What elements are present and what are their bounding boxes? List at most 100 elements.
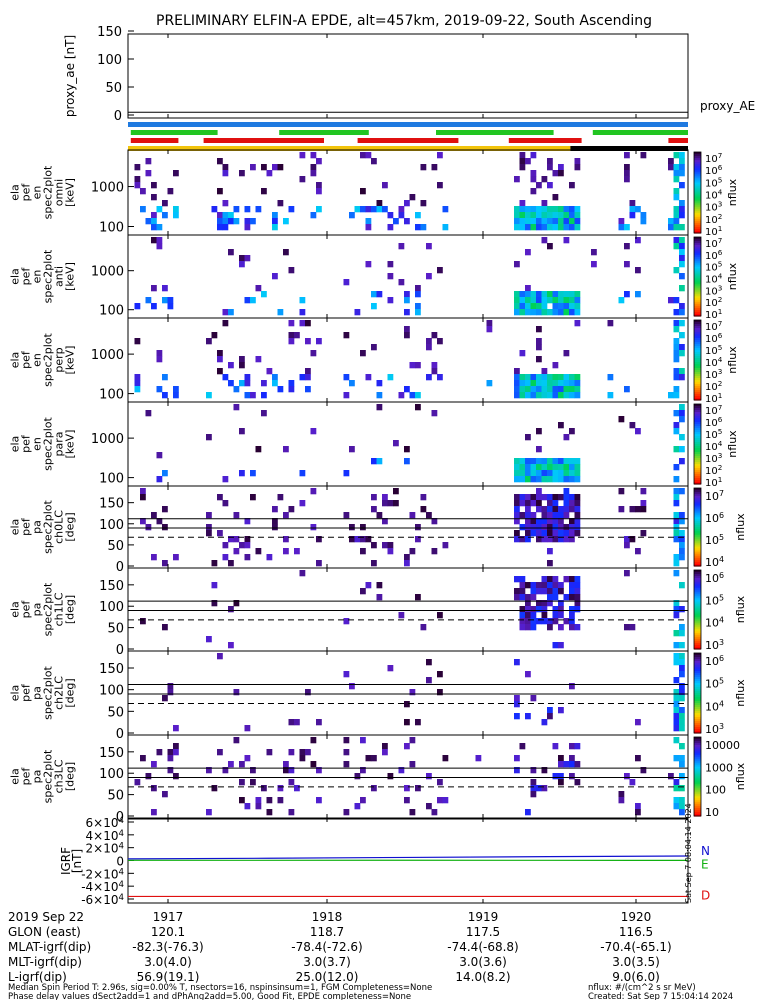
energy-panel-label-line: pef xyxy=(20,350,33,369)
energy-colorbar-segment xyxy=(694,468,701,471)
heatmap-cell xyxy=(558,380,564,387)
heatmap-cell xyxy=(525,536,531,543)
proxy-ae-ytick-label: 50 xyxy=(105,81,122,96)
heatmap-cell xyxy=(679,707,685,714)
heatmap-cell xyxy=(167,755,174,762)
heatmap-cell xyxy=(437,338,443,345)
status-bar-segment xyxy=(128,122,688,127)
heatmap-cell xyxy=(547,164,553,171)
heatmap-cell xyxy=(514,206,520,213)
energy-colorbar-tick: 103 xyxy=(705,451,722,465)
heatmap-cell xyxy=(525,582,531,589)
heatmap-cell xyxy=(563,386,570,393)
heatmap-cell xyxy=(244,224,251,231)
heatmap-cell xyxy=(679,606,685,613)
heatmap-cell xyxy=(629,206,636,213)
energy-colorbar-segment xyxy=(694,354,701,357)
heatmap-cell xyxy=(151,303,157,310)
energy-colorbar-segment xyxy=(694,368,701,371)
heatmap-cell xyxy=(552,773,559,780)
pa-panel-label-line: ela xyxy=(9,768,22,785)
igrf-ytick-label: 4×104 xyxy=(86,829,124,843)
footer-glon-1: 120.1 xyxy=(151,925,185,939)
heatmap-cell xyxy=(536,518,542,525)
heatmap-cell xyxy=(519,536,526,543)
heatmap-cell xyxy=(217,494,223,501)
pa-colorbar-segment xyxy=(694,669,701,672)
heatmap-cell xyxy=(569,182,575,189)
energy-colorbar-segment xyxy=(694,366,701,369)
energy-colorbar-segment xyxy=(694,388,701,391)
energy-colorbar-segment xyxy=(694,462,701,465)
energy-colorbar-segment xyxy=(694,466,701,469)
energy-colorbar-segment xyxy=(694,248,701,252)
heatmap-cell xyxy=(239,356,245,363)
energy-colorbar-segment xyxy=(694,442,701,445)
heatmap-cell xyxy=(288,320,295,327)
heatmap-cell xyxy=(563,303,570,310)
energy-colorbar-segment xyxy=(694,382,701,385)
pa-colorbar-segment xyxy=(694,711,701,714)
heatmap-cell xyxy=(162,624,168,631)
energy-colorbar-segment xyxy=(694,292,701,295)
energy-colorbar-segment xyxy=(694,202,701,206)
heatmap-cell xyxy=(635,428,641,435)
heatmap-cell xyxy=(134,338,141,345)
heatmap-cell xyxy=(288,506,295,513)
energy-colorbar-segment xyxy=(694,446,701,449)
heatmap-cell xyxy=(360,206,366,213)
heatmap-cell xyxy=(519,164,526,171)
footer-time-4: 1920 xyxy=(621,910,652,924)
heatmap-cell xyxy=(365,582,372,589)
heatmap-cell xyxy=(514,386,520,393)
heatmap-cell xyxy=(558,170,564,177)
pa-colorbar-segment xyxy=(694,609,701,613)
heatmap-cell xyxy=(547,536,553,543)
heatmap-cell xyxy=(409,761,416,768)
heatmap-cell xyxy=(415,303,421,310)
heatmap-cell xyxy=(552,606,559,613)
pa-ytick-label: 0 xyxy=(116,560,124,575)
heatmap-cell xyxy=(167,303,174,310)
heatmap-cell xyxy=(607,320,614,327)
heatmap-cell xyxy=(404,446,410,453)
heatmap-cell xyxy=(552,458,559,465)
heatmap-cell xyxy=(679,671,685,678)
heatmap-cell xyxy=(563,594,570,601)
energy-colorbar-segment xyxy=(694,260,701,264)
energy-colorbar-tick: 103 xyxy=(705,200,722,214)
heatmap-cell xyxy=(673,350,680,357)
heatmap-cell xyxy=(574,206,581,213)
heatmap-cell xyxy=(541,476,548,483)
heatmap-cell xyxy=(530,309,537,316)
energy-colorbar-segment xyxy=(694,374,701,377)
heatmap-cell xyxy=(679,303,685,310)
heatmap-cell xyxy=(673,218,680,225)
pa-colorbar-segment xyxy=(694,564,701,567)
energy-panel-label-line: para xyxy=(53,432,66,457)
energy-colorbar-tick: 107 xyxy=(705,151,722,165)
heatmap-cell xyxy=(679,683,685,690)
energy-colorbar-segment xyxy=(694,258,701,262)
heatmap-cell xyxy=(393,488,399,495)
heatmap-cell xyxy=(558,588,564,595)
heatmap-cell xyxy=(624,164,630,171)
pa-colorbar-tick: 105 xyxy=(705,677,724,691)
heatmap-cell xyxy=(343,737,350,744)
heatmap-cell xyxy=(558,297,564,304)
heatmap-cell xyxy=(635,755,641,762)
heatmap-cell xyxy=(541,536,548,543)
heatmap-cell xyxy=(151,212,157,219)
heatmap-cell xyxy=(558,536,564,543)
heatmap-cell xyxy=(547,588,553,595)
heatmap-cell xyxy=(519,458,526,465)
heatmap-cell xyxy=(629,624,636,631)
heatmap-cell xyxy=(151,182,157,189)
heatmap-cell xyxy=(211,560,218,567)
energy-colorbar-segment xyxy=(694,222,701,226)
heatmap-cell xyxy=(552,194,559,201)
heatmap-cell xyxy=(679,582,685,589)
heatmap-cell xyxy=(299,309,306,316)
heatmap-cell xyxy=(547,506,553,513)
heatmap-cell xyxy=(519,606,526,613)
